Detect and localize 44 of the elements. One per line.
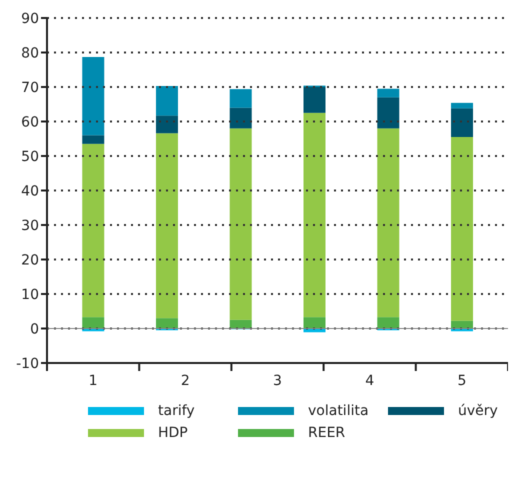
bar xyxy=(82,56,104,136)
bar xyxy=(230,128,252,320)
y-tick-label: 0 xyxy=(30,321,39,338)
bar xyxy=(304,87,326,113)
bar xyxy=(451,102,474,108)
bar xyxy=(156,318,178,328)
legend-label: REER xyxy=(308,425,346,441)
y-tick-label: 10 xyxy=(21,286,39,303)
y-tick-label: 70 xyxy=(21,80,39,96)
y-tick-label: 60 xyxy=(21,114,39,130)
bar xyxy=(304,317,326,328)
bar xyxy=(377,97,400,128)
x-tick-label: 3 xyxy=(273,373,282,389)
bar xyxy=(377,317,400,328)
legend-label: volatilita xyxy=(308,403,369,419)
bar xyxy=(451,108,474,138)
y-tick-label: 50 xyxy=(21,148,39,165)
bar xyxy=(156,86,178,116)
bar xyxy=(82,317,104,328)
legend-label: úvěry xyxy=(458,403,498,419)
bar xyxy=(230,320,252,328)
x-tick-label: 5 xyxy=(457,373,466,389)
legend-label: tarify xyxy=(158,403,195,419)
bar xyxy=(82,135,104,144)
bar xyxy=(230,89,252,108)
legend-label: HDP xyxy=(158,425,188,441)
bar xyxy=(377,128,400,318)
x-tick-label: 4 xyxy=(365,373,374,389)
bar xyxy=(304,112,326,318)
bar xyxy=(156,116,178,134)
bar xyxy=(377,88,400,98)
bar xyxy=(451,137,474,321)
bar xyxy=(156,133,178,318)
bar xyxy=(451,320,474,328)
y-tick-label: -10 xyxy=(16,356,39,372)
bar xyxy=(230,108,252,128)
y-tick-label: 20 xyxy=(21,252,39,268)
bar xyxy=(82,144,104,318)
y-tick-label: 90 xyxy=(21,10,39,27)
x-tick-label: 1 xyxy=(88,373,98,389)
y-tick-label: 30 xyxy=(21,218,39,234)
y-tick-label: 40 xyxy=(21,183,39,200)
x-tick-label: 2 xyxy=(180,373,190,389)
y-tick-label: 80 xyxy=(21,45,39,62)
